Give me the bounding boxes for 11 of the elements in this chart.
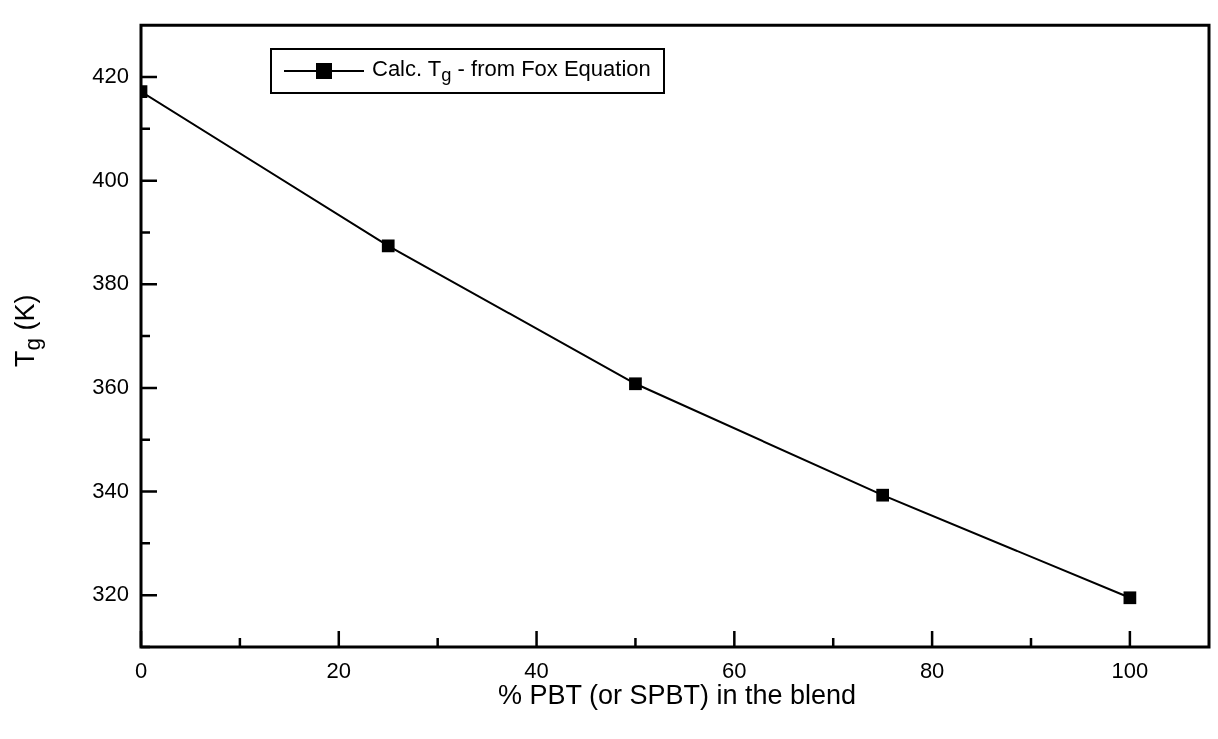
x-tick-label: 20 [326,658,352,684]
y-tick-label: 320 [92,581,129,607]
y-tick-label: 340 [92,477,129,503]
y-tick-label: 420 [92,63,129,89]
x-tick-label: 80 [919,658,945,684]
x-tick-label: 100 [1111,658,1149,684]
x-tick-label: 0 [134,658,148,684]
y-tick-label: 400 [92,166,129,192]
y-tick-label: 380 [92,270,129,296]
legend-label: Calc. T$_{g}$ - from Fox Equation [372,56,651,87]
y-tick-label: 360 [92,373,129,399]
